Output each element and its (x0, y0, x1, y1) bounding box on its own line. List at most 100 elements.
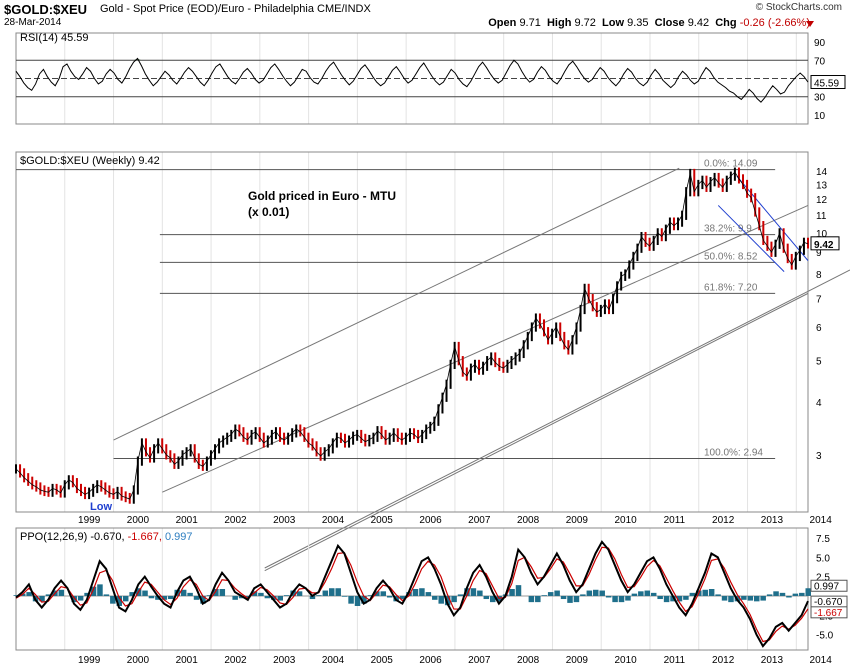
ppo-histogram-bar (71, 595, 77, 603)
ppo-histogram-bar (605, 595, 612, 598)
ppo-histogram-bar (412, 589, 419, 596)
price-last-value-box (810, 236, 840, 251)
ppo-histogram-bar (116, 595, 123, 606)
price-tick-label: 6 (816, 323, 822, 334)
trend-channel-line (113, 167, 680, 441)
ppo-value-box (810, 579, 848, 592)
ppo-histogram-bar (406, 592, 412, 596)
ppo-histogram-bar (206, 595, 213, 596)
ppo-histogram-bar (747, 595, 754, 601)
ppo-histogram-bar (200, 595, 206, 604)
ppo-value-label: -0.670 (814, 597, 843, 608)
price-tick-label: 3 (816, 451, 822, 462)
ppo-histogram-bar (586, 590, 593, 596)
chart-date: 28-Mar-2014 (4, 17, 62, 28)
chg-value: -0.26 (-2.66%) (739, 17, 810, 29)
rsi-tick-label: 30 (814, 93, 826, 104)
rsi-title: RSI(14) 45.59 (20, 32, 88, 44)
ppo-histogram-bar (142, 590, 148, 596)
x-axis-label: 2005 (371, 515, 394, 526)
ppo-histogram-bar (444, 595, 451, 606)
ppo-histogram-bar (432, 595, 438, 600)
x-axis-label: 2007 (468, 515, 491, 526)
ppo-histogram-bar (316, 595, 322, 596)
ppo-histogram-bar (277, 595, 283, 601)
stockcharts-brand: © StockCharts.com (755, 2, 842, 13)
ppo-histogram-bar (187, 592, 193, 596)
ppo-histogram-bar (573, 595, 580, 603)
ppo-histogram-bar (657, 595, 663, 600)
fib-level-label: 100.0%: 2.94 (704, 448, 763, 459)
x-axis-label: 2006 (419, 515, 442, 526)
ppo-histogram-bar (702, 589, 708, 596)
low-label: Low (602, 17, 625, 29)
ppo-histogram-bar (528, 595, 535, 603)
ppo-value-box (810, 606, 848, 619)
ppo-tick-label: -5.0 (816, 631, 834, 642)
x-axis-label: 2010 (614, 515, 637, 526)
ppo-histogram-bar (786, 595, 792, 598)
ppo-histogram-bar (386, 595, 393, 598)
price-tick-label: 8 (816, 270, 822, 281)
x-axis-label: 2010 (614, 655, 637, 666)
ppo-histogram-bar (45, 594, 52, 596)
high-value: 9.72 (574, 17, 596, 29)
ppo-histogram-bar (26, 592, 32, 596)
x-axis-label: 2008 (517, 655, 540, 666)
ppo-histogram-bar (554, 590, 560, 596)
low-label: Low (90, 501, 112, 513)
ppo-histogram-bar (232, 595, 238, 600)
ppo-histogram-bar (58, 589, 65, 596)
x-axis-label: 2008 (517, 515, 540, 526)
ppo-line (15, 540, 809, 648)
ppo-histogram-bar (271, 595, 277, 600)
ppo-histogram-bar (612, 595, 618, 603)
open-label: Open (488, 17, 517, 29)
ppo-histogram-bar (180, 589, 187, 596)
x-axis-label: 2001 (176, 515, 199, 526)
ppo-histogram-bar (792, 593, 799, 596)
ppo-histogram-bar (483, 595, 490, 600)
ppo-histogram-bar (380, 591, 387, 596)
ppo-histogram-bar (374, 591, 380, 596)
rsi-tick-label: 90 (814, 38, 826, 49)
price-annotation: Gold priced in Euro - MTU (248, 189, 396, 203)
down-channel-line (717, 205, 785, 273)
ppo-histogram-bar (766, 594, 773, 596)
fib-level-label: 38.2%: 9.9 (704, 224, 752, 235)
price-title: $GOLD:$XEU (Weekly) 9.42 (20, 155, 160, 167)
x-axis-label: 2003 (273, 655, 296, 666)
price-tick-label: 7 (816, 295, 822, 306)
x-axis-label: 2012 (712, 655, 735, 666)
ppo-histogram-bar (683, 595, 689, 600)
ppo-histogram-bar (489, 595, 496, 603)
x-axis-label: 2007 (468, 655, 491, 666)
ppo-histogram-bar (329, 588, 335, 596)
ppo-histogram-bar (457, 594, 464, 596)
ppo-histogram-bar (264, 595, 271, 599)
ppo-histogram-bar (541, 595, 547, 596)
x-axis-label: 2004 (322, 655, 345, 666)
trend-channel-line (264, 292, 809, 572)
ppo-histogram-bar (560, 595, 567, 600)
price-tick-label: 14 (816, 167, 828, 178)
ppo-histogram-bar (110, 595, 116, 604)
ppo-histogram-bar (341, 595, 348, 597)
rsi-line (15, 57, 809, 103)
ppo-histogram-bar (122, 595, 129, 602)
ppo-histogram-bar (753, 595, 760, 602)
ppo-histogram-bar (721, 595, 728, 601)
x-axis-label: 2000 (127, 515, 150, 526)
close-label: Close (654, 17, 685, 29)
ppo-histogram-bar (361, 595, 367, 604)
ppo-title: PPO(12,26,9) -0.670, -1.667, 0.997 (20, 531, 192, 543)
ppo-histogram-bar (155, 595, 161, 600)
price-annotation-scale: (x 0.01) (248, 205, 289, 219)
x-axis-label: 2011 (664, 515, 686, 526)
x-axis-label: 2003 (273, 515, 296, 526)
ppo-histogram-bar (547, 592, 554, 596)
x-axis-label: 2009 (566, 655, 589, 666)
ppo-histogram-bar (805, 588, 811, 596)
price-tick-label: 11 (816, 211, 827, 222)
